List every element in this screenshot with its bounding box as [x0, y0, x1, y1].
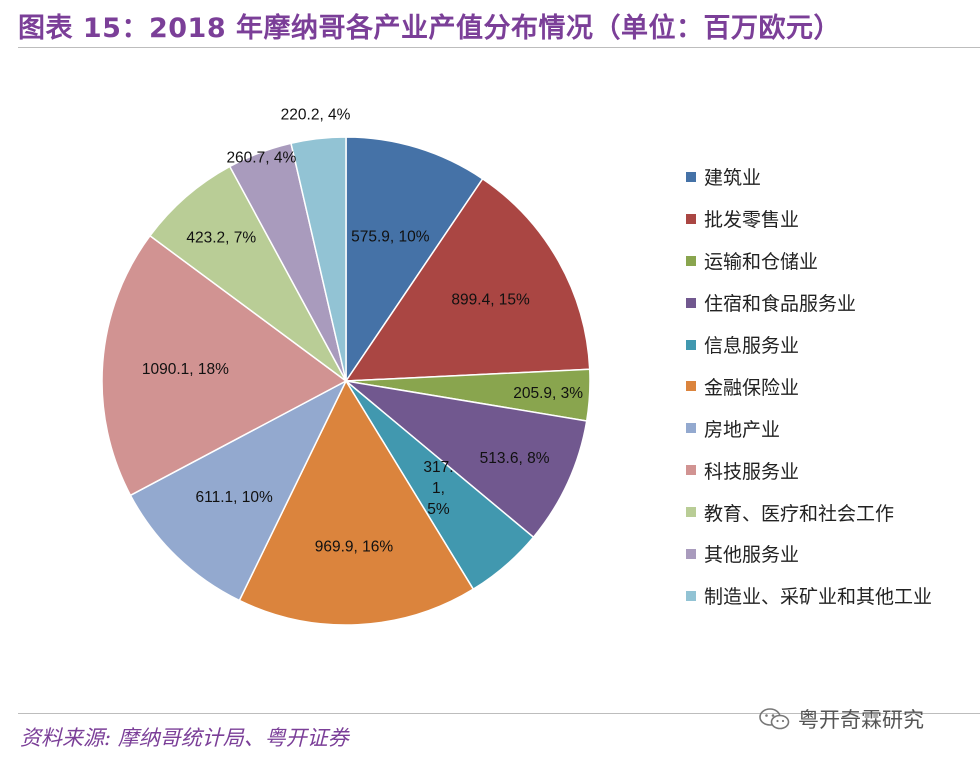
legend-swatch — [686, 339, 696, 350]
legend-item-4: 住宿和食品服务业 — [686, 282, 932, 324]
pie-slice-9 — [148, 165, 347, 382]
slice-data-label-8: 1090.1, 18% — [142, 361, 229, 378]
pie-slice-7 — [129, 379, 348, 602]
slice-data-label-3: 205.9, 3% — [513, 385, 583, 402]
slice-data-label-2: 899.4, 15% — [451, 292, 530, 309]
legend-swatch — [686, 381, 696, 392]
slice-data-label-7: 611.1, 10% — [196, 489, 273, 506]
legend-item-5: 信息服务业 — [686, 324, 932, 366]
slice-data-label-6: 969.9, 16% — [315, 539, 394, 556]
pie-slice-8 — [101, 234, 348, 497]
legend-swatch — [686, 465, 696, 476]
footer-divider — [18, 713, 980, 714]
legend-item-3: 运输和仓储业 — [686, 240, 932, 282]
legend-label: 信息服务业 — [704, 335, 800, 357]
legend-item-11: 制造业、采矿业和其他工业 — [686, 575, 932, 617]
legend-swatch — [686, 423, 696, 434]
slice-data-label-11: 220.2, 4% — [281, 106, 351, 123]
watermark: 粤开奇霖研究 — [758, 704, 924, 734]
legend-label: 批发零售业 — [704, 209, 800, 232]
legend-swatch — [686, 171, 696, 182]
legend-swatch — [686, 255, 696, 266]
pie-data-labels: 575.9, 10% 899.4, 15% 205.9, 3% 513.6, 8% 31… — [142, 106, 583, 555]
pie-slice-2 — [344, 177, 591, 382]
pie-slice-11 — [290, 136, 347, 382]
legend-swatch — [686, 213, 696, 224]
legend-swatch — [686, 548, 696, 559]
legend-item-1: 建筑业 — [686, 156, 932, 198]
legend-item-7: 房地产业 — [686, 407, 932, 449]
legend-label: 教育、医疗和社会工作 — [704, 502, 895, 525]
legend-label: 制造业、采矿业和其他工业 — [704, 586, 933, 609]
watermark-text: 粤开奇霖研究 — [798, 708, 924, 732]
slice-data-label-5: 317. 1, 5% — [423, 459, 453, 518]
source-note: 资料来源: 摩纳哥统计局、粤开证券 — [20, 726, 349, 750]
legend-label: 房地产业 — [704, 418, 781, 441]
title-divider — [18, 47, 980, 48]
chart-title: 图表 15：2018 年摩纳哥各产业产值分布情况（单位：百万欧元） — [18, 13, 842, 44]
pie-chart: 575.9, 10% 899.4, 15% 205.9, 3% 513.6, 8% 31… — [101, 106, 591, 626]
pie-slice-6 — [238, 379, 475, 626]
legend-item-2: 批发零售业 — [686, 198, 932, 240]
wechat-icon — [759, 708, 790, 730]
pie-slice-4 — [343, 379, 588, 539]
legend-swatch — [686, 507, 696, 518]
legend-label: 其他服务业 — [704, 544, 800, 567]
legend-item-10: 其他服务业 — [686, 533, 932, 575]
legend-label: 住宿和食品服务业 — [704, 293, 857, 316]
legend-label: 金融保险业 — [704, 376, 800, 399]
legend-label: 科技服务业 — [704, 460, 800, 483]
legend-label: 建筑业 — [704, 167, 762, 190]
slice-data-label-9: 423.2, 7% — [186, 229, 256, 246]
legend-item-8: 科技服务业 — [686, 449, 932, 491]
chart-legend: 建筑业批发零售业运输和仓储业住宿和食品服务业 信息服务业金融保险业房地产业科技服务… — [686, 156, 932, 617]
legend-item-6: 金融保险业 — [686, 365, 932, 407]
legend-swatch — [686, 297, 696, 308]
legend-swatch — [686, 590, 696, 601]
pie-slices — [101, 136, 591, 626]
pie-slice-1 — [345, 136, 484, 384]
slice-data-label-4: 513.6, 8% — [480, 450, 550, 467]
slice-data-label-1: 575.9, 10% — [351, 228, 430, 245]
slice-data-label-10: 260.7, 4% — [226, 149, 296, 166]
legend-item-9: 教育、医疗和社会工作 — [686, 491, 932, 533]
legend-label: 运输和仓储业 — [704, 251, 819, 274]
